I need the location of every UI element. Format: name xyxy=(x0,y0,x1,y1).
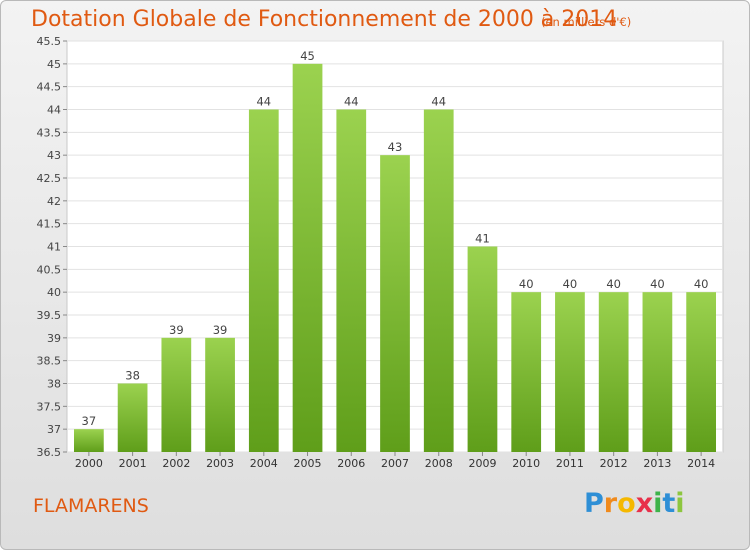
bar xyxy=(117,383,148,452)
bar xyxy=(205,337,235,452)
data-label: 38 xyxy=(125,369,140,383)
x-tick-label: 2009 xyxy=(468,457,496,470)
logo-letter: t xyxy=(662,488,676,519)
y-tick-label: 44.5 xyxy=(37,81,62,94)
y-tick-label: 40 xyxy=(47,286,61,299)
x-tick-label: 2005 xyxy=(294,457,322,470)
bar xyxy=(161,337,192,452)
y-tick-label: 44 xyxy=(47,104,61,117)
y-tick-label: 40.5 xyxy=(37,263,62,276)
y-tick-label: 41 xyxy=(47,241,61,254)
bars xyxy=(73,63,717,452)
x-tick-label: 2010 xyxy=(512,457,540,470)
logo-letter: x xyxy=(635,488,654,519)
data-label: 44 xyxy=(431,95,446,109)
data-labels: 37 38 39 39 44 45 44 43 44 41 40 40 40 40 40 xyxy=(82,49,709,428)
y-tick-label: 37 xyxy=(47,423,61,436)
x-tick-label: 2013 xyxy=(643,457,671,470)
bar xyxy=(423,109,454,452)
bar xyxy=(380,155,410,452)
bar xyxy=(511,292,542,452)
proxiti-logo: Proxiti xyxy=(584,488,685,519)
data-label: 45 xyxy=(300,49,315,63)
x-tick-label: 2011 xyxy=(556,457,584,470)
y-tick-label: 39 xyxy=(47,332,61,345)
x-tick-label: 2002 xyxy=(162,457,190,470)
logo-letter: i xyxy=(653,488,663,519)
x-tick-label: 2001 xyxy=(119,457,147,470)
x-tick-label: 2006 xyxy=(337,457,365,470)
x-tick-label: 2000 xyxy=(75,457,103,470)
y-tick-label: 45.5 xyxy=(37,35,62,48)
bar xyxy=(336,109,367,452)
commune-name: FLAMARENS xyxy=(33,495,149,517)
bar xyxy=(555,292,585,452)
bar xyxy=(73,429,104,452)
data-label: 40 xyxy=(519,277,534,291)
x-tick-label: 2012 xyxy=(600,457,628,470)
chart-subtitle: (en milliers d'€) xyxy=(541,15,632,29)
x-tick-label: 2008 xyxy=(425,457,453,470)
data-label: 39 xyxy=(213,323,228,337)
y-tick-label: 45 xyxy=(47,58,61,71)
bar xyxy=(642,292,673,452)
y-tick-label: 43.5 xyxy=(37,126,62,139)
y-tick-label: 38.5 xyxy=(37,355,62,368)
x-tick-label: 2003 xyxy=(206,457,234,470)
data-label: 39 xyxy=(169,323,184,337)
data-label: 41 xyxy=(475,232,490,246)
y-tick-label: 37.5 xyxy=(37,400,62,413)
data-label: 40 xyxy=(650,277,665,291)
data-label: 37 xyxy=(82,414,97,428)
y-tick-label: 42.5 xyxy=(37,172,62,185)
bar xyxy=(686,292,717,452)
bar xyxy=(598,292,629,452)
y-tick-label: 43 xyxy=(47,149,61,162)
data-label: 44 xyxy=(344,95,359,109)
logo-letter: P xyxy=(584,488,604,519)
data-label: 40 xyxy=(606,277,621,291)
x-tick-label: 2007 xyxy=(381,457,409,470)
bar xyxy=(248,109,279,452)
x-tick-label: 2014 xyxy=(687,457,715,470)
y-tick-label: 41.5 xyxy=(37,218,62,231)
y-tick-label: 39.5 xyxy=(37,309,62,322)
data-label: 44 xyxy=(256,95,271,109)
logo-letter: i xyxy=(675,488,685,519)
bar xyxy=(292,63,323,452)
y-tick-label: 38 xyxy=(47,378,61,391)
data-label: 40 xyxy=(694,277,709,291)
data-label: 40 xyxy=(563,277,578,291)
chart-title: Dotation Globale de Fonctionnement de 20… xyxy=(31,7,618,32)
x-tick-label: 2004 xyxy=(250,457,278,470)
y-tick-label: 36.5 xyxy=(37,446,62,459)
y-axis: 36.5 37 37.5 38 38.5 39 39.5 40 40.5 41 41.5 42 42.5… xyxy=(37,35,67,459)
data-label: 43 xyxy=(388,140,403,154)
x-axis: 2000 2001 2002 2003 2004 2005 2006 2007 2008 2009… xyxy=(75,452,715,470)
bar xyxy=(467,246,498,452)
logo-letter: o xyxy=(617,488,636,519)
y-tick-label: 42 xyxy=(47,195,61,208)
logo-letter: r xyxy=(603,488,618,519)
